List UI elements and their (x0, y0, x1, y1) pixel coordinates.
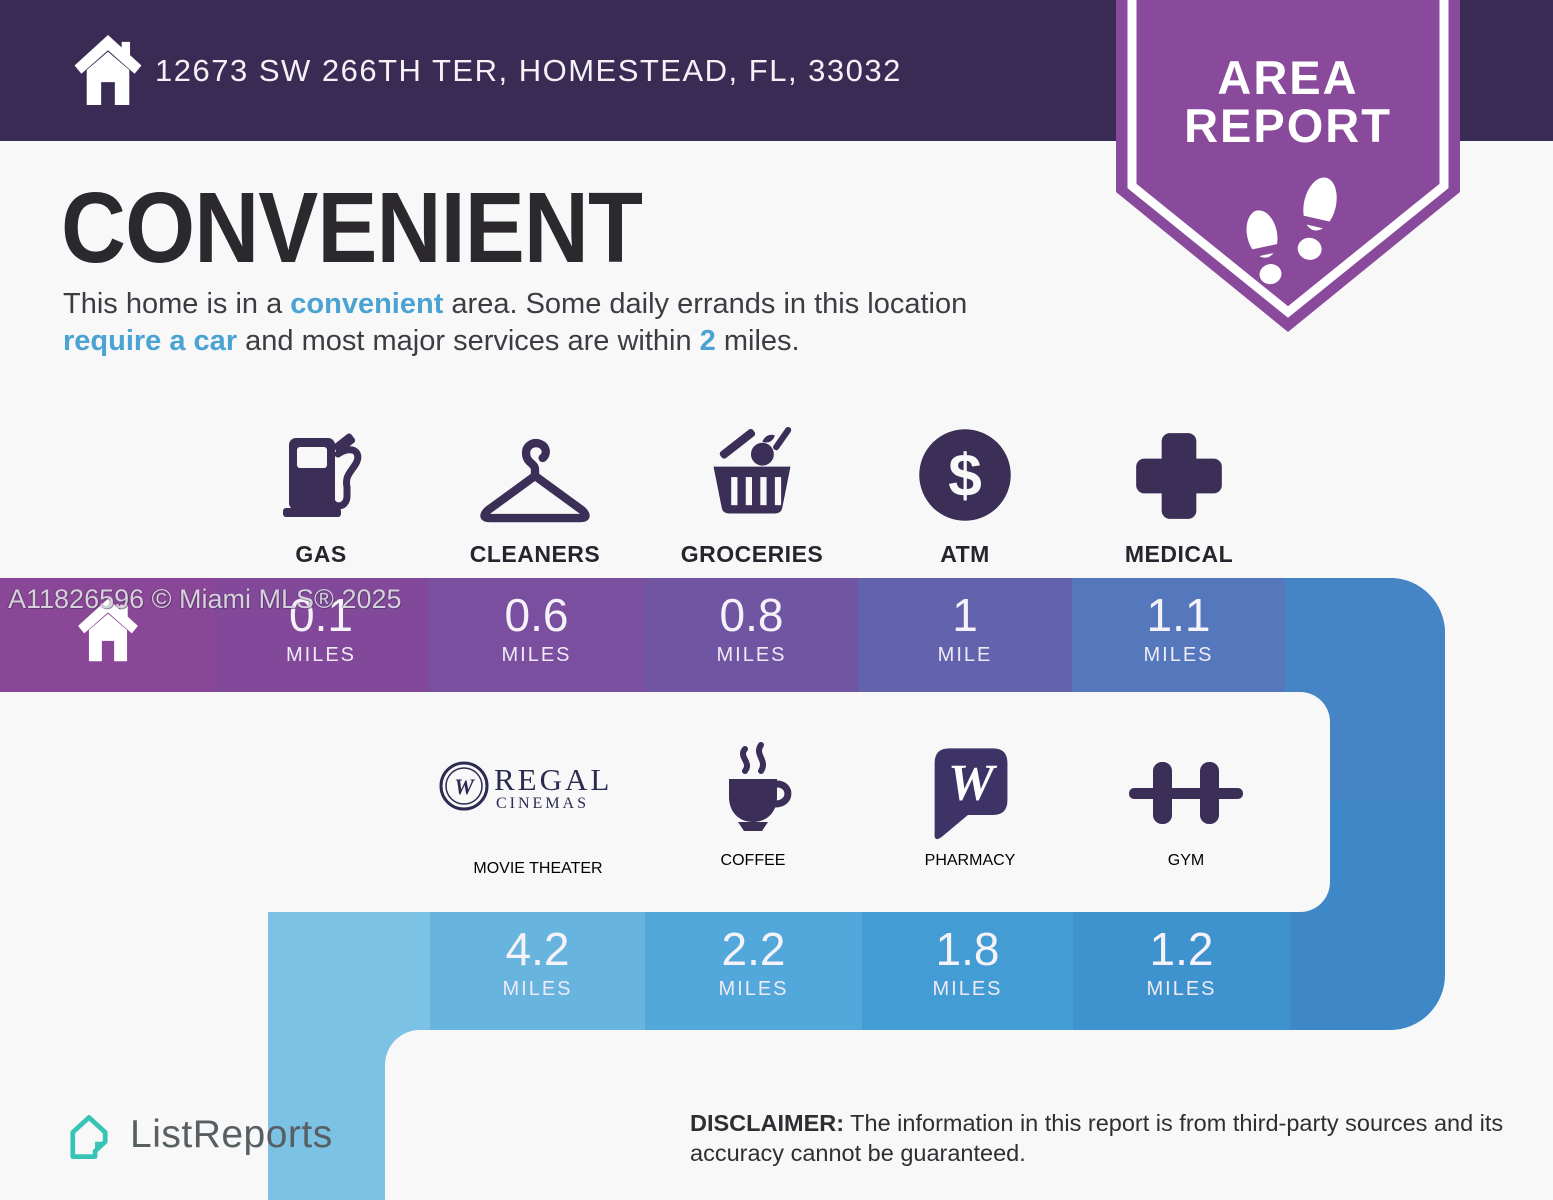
bar-end-segment (1285, 578, 1445, 692)
amenity-label: CLEANERS (469, 541, 601, 567)
groceries-icon (713, 426, 792, 514)
amenity-pharmacy: W PHARMACY (862, 734, 1078, 870)
distance-bar-top: 0.1 MILES 0.6 MILES 0.8 MILES 1 MILE 1.1 MILE… (0, 578, 1445, 692)
distance-segment: 4.2 MILES (430, 912, 645, 1030)
badge-line2: REPORT (1184, 99, 1392, 152)
home-marker-icon (78, 598, 138, 662)
distance-segment: 0.6 MILES (428, 578, 645, 692)
lower-white-panel (385, 1030, 1553, 1200)
amenity-medical: MEDICAL (1072, 415, 1286, 583)
amenity-label: PHARMACY (924, 852, 1016, 869)
mls-watermark: A11826596 © Miami MLS® 2025 (8, 584, 402, 614)
svg-text:REGAL: REGAL (494, 762, 612, 797)
amenity-cleaners: CLEANERS (428, 415, 642, 583)
listreports-logo: ListReports (62, 1108, 333, 1162)
regal-cinemas-logo: W REGAL CINEMAS (439, 761, 612, 812)
amenity-label: GROCERIES (680, 541, 824, 567)
distance-segment: 0.1 MILES (214, 578, 428, 692)
distance-segment: 1 MILE (858, 578, 1072, 692)
amenity-groceries: GROCERIES (645, 415, 859, 583)
listreports-house-icon (70, 1115, 108, 1159)
svg-text:W: W (948, 754, 998, 811)
brand-name: ListReports (130, 1113, 333, 1156)
amenity-movie-theater: W REGAL CINEMAS MOVIE THEATER (430, 750, 646, 878)
amenity-label: MOVIE THEATER (473, 860, 603, 877)
svg-text:$: $ (948, 441, 982, 509)
svg-text:W: W (454, 774, 475, 799)
amenity-label: MEDICAL (1124, 541, 1234, 567)
distance-bar-bottom: 4.2 MILES 2.2 MILES 1.8 MILES 1.2 MILES (268, 912, 1290, 1030)
walgreens-icon: W (934, 748, 1008, 840)
area-report-badge: AREA REPORT (1116, 0, 1460, 332)
hanger-icon (480, 439, 590, 523)
bar-start-segment (268, 912, 430, 1030)
amenity-atm: $ ATM (858, 415, 1072, 583)
medical-cross-icon (1136, 433, 1222, 519)
amenity-gym: GYM (1078, 750, 1294, 870)
amenity-gas: GAS (214, 415, 428, 583)
distance-segment: 0.8 MILES (645, 578, 858, 692)
dumbbell-icon (1129, 762, 1243, 824)
home-icon (74, 35, 142, 105)
distance-segment: 1.8 MILES (862, 912, 1073, 1030)
distance-segment: 1.1 MILES (1072, 578, 1285, 692)
badge-line1: AREA (1217, 51, 1358, 104)
atm-icon: $ (919, 429, 1011, 521)
coffee-icon (729, 742, 792, 831)
footprints-icon (1246, 177, 1337, 285)
amenity-label: GAS (295, 541, 347, 567)
disclaimer-text: The information in this report is from t… (690, 1110, 1504, 1167)
disclaimer: DISCLAIMER: The information in this repo… (690, 1108, 1510, 1168)
svg-text:CINEMAS: CINEMAS (496, 795, 589, 812)
distance-segment: 2.2 MILES (645, 912, 862, 1030)
description-text: This home is in a convenient area. Some … (63, 288, 968, 357)
amenity-label: COFFEE (720, 852, 786, 869)
disclaimer-label: DISCLAIMER: (690, 1110, 845, 1136)
amenity-coffee: COFFEE (645, 734, 861, 870)
middle-white-panel: W REGAL CINEMAS MOVIE THEATER (0, 692, 1330, 912)
amenity-label: ATM (940, 541, 990, 567)
gas-icon (283, 433, 362, 517)
distance-segment: 1.2 MILES (1073, 912, 1290, 1030)
property-address: 12673 SW 266TH TER, HOMESTEAD, FL, 33032 (155, 52, 902, 88)
page-title: CONVENIENT (61, 172, 643, 284)
home-segment (0, 578, 214, 692)
amenity-label: GYM (1167, 852, 1205, 869)
